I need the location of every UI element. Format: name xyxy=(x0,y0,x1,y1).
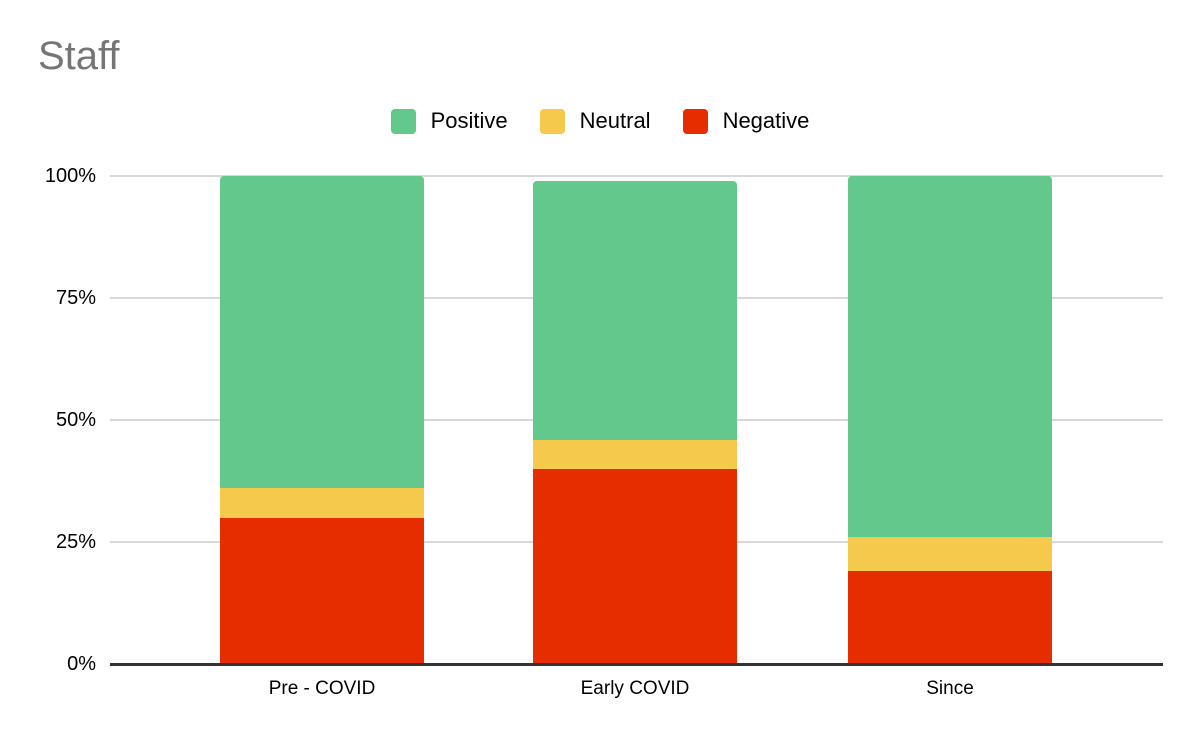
bar-segment-neutral-2 xyxy=(848,537,1052,572)
legend-item-negative: Negative xyxy=(682,108,810,134)
chart-title: Staff xyxy=(38,34,120,78)
plot-area: 0% 25% 50% 75% 100% Pre - COVID Early COVID Sin… xyxy=(45,165,1163,699)
bar-segment-positive-0 xyxy=(220,176,424,489)
stacked-bar-1 xyxy=(533,176,737,664)
x-axis-line xyxy=(110,663,1163,666)
gridline-100 xyxy=(110,175,1163,177)
y-tick-label-100: 100% xyxy=(44,165,96,187)
x-axis-label-0: Pre - COVID xyxy=(268,678,376,699)
y-tick-label-75: 75% xyxy=(55,287,96,309)
legend-swatch-positive xyxy=(390,108,416,134)
legend-swatch-negative xyxy=(682,108,708,134)
legend-swatch-neutral xyxy=(539,108,565,134)
legend-label-positive: Positive xyxy=(430,108,508,133)
bar-segment-positive-1 xyxy=(533,180,737,440)
bar-segment-negative-1 xyxy=(533,468,737,664)
stacked-bar-0 xyxy=(220,176,424,664)
bar-segment-neutral-1 xyxy=(533,439,737,469)
legend-label-neutral: Neutral xyxy=(579,108,651,133)
bar-segment-negative-0 xyxy=(220,517,424,664)
stacked-bar-2 xyxy=(848,176,1052,664)
legend: Positive Neutral Negative xyxy=(0,108,1200,134)
x-axis-label-1: Early COVID xyxy=(580,678,690,699)
bar-segment-negative-2 xyxy=(848,571,1052,664)
bar-segment-positive-2 xyxy=(848,176,1052,538)
x-axis-label-2: Since xyxy=(926,678,974,699)
y-tick-label-50: 50% xyxy=(55,409,96,431)
legend-label-negative: Negative xyxy=(722,108,810,133)
y-tick-label-25: 25% xyxy=(55,531,96,553)
legend-item-neutral: Neutral xyxy=(539,108,651,134)
legend-item-positive: Positive xyxy=(390,108,508,134)
y-tick-label-0: 0% xyxy=(67,653,96,675)
bar-segment-neutral-0 xyxy=(220,488,424,518)
